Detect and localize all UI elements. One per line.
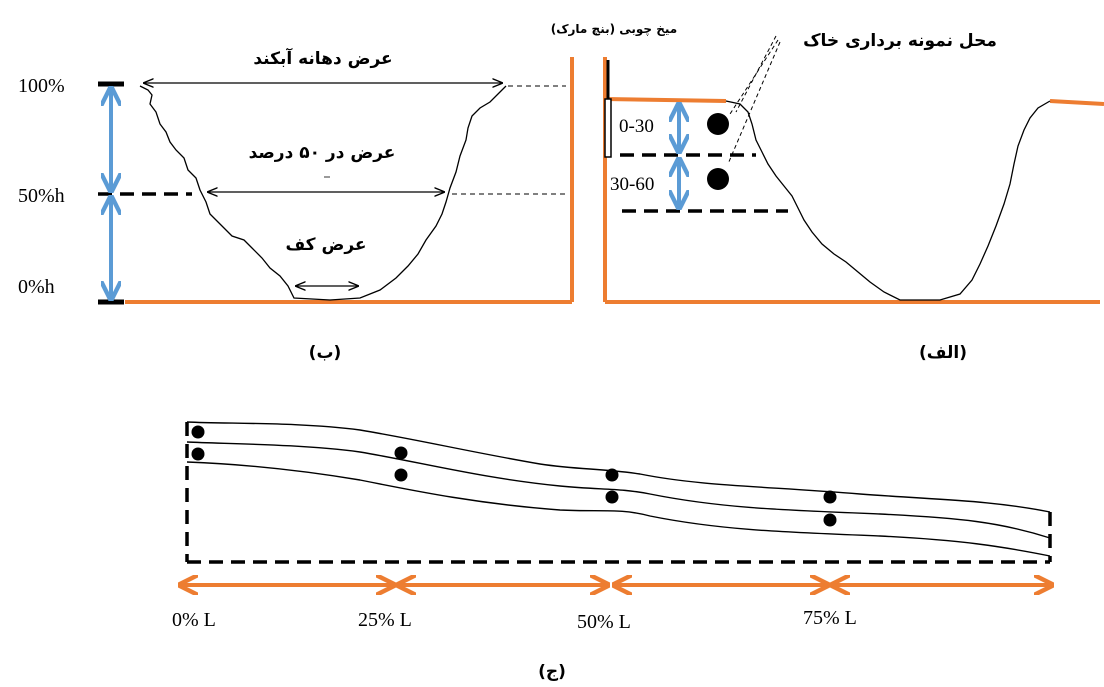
panel-alef-top-right-surface	[1049, 99, 1104, 106]
benchmark-label: میخ چوبی (بنچ مارک)	[551, 22, 677, 37]
level-label-50: 50%h	[18, 185, 65, 207]
panel-b: عرض دهانه آبکند عرض در ۵۰ درصد عرض کف 10…	[18, 47, 574, 363]
long-sample-25-b	[394, 468, 408, 482]
panel-b-gully-profile	[139, 85, 507, 301]
position-label-0: 0% L	[172, 609, 216, 631]
depth-label-30-60: 30-60	[610, 174, 654, 195]
panel-b-caption: (ب)	[309, 343, 342, 363]
panel-alef-top-left-surface	[604, 97, 727, 103]
depth-label-0-30: 0-30	[619, 116, 654, 137]
long-sample-0-a	[191, 425, 205, 439]
long-sample-75-a	[823, 490, 837, 504]
sample-point-upper	[707, 113, 729, 135]
panel-alef-gully-profile	[725, 100, 1051, 301]
leader-line-3	[735, 35, 777, 113]
panel-alef-caption: (الف)	[919, 343, 967, 363]
label-bottom-width: عرض کف	[285, 235, 366, 255]
position-label-25: 25% L	[358, 609, 412, 631]
benchmark-stake	[604, 98, 612, 158]
sample-point-lower	[707, 168, 729, 190]
level-label-0: 0%h	[18, 276, 55, 298]
panel-j: 0% L 25% L 50% L 75% L (ج)	[172, 421, 1051, 682]
leader-line-1	[729, 39, 779, 115]
profile-line-top	[186, 421, 1051, 513]
panel-alef: 0-30 30-60 میخ چوبی (بنچ مارک) محل نمونه…	[551, 22, 1104, 363]
long-sample-50-b	[605, 490, 619, 504]
long-sample-75-b	[823, 513, 837, 527]
profile-line-bottom	[186, 461, 1051, 557]
leader-line-2	[727, 41, 781, 165]
label-mid-width: عرض در ۵۰ درصد	[249, 143, 396, 163]
label-top-width: عرض دهانه آبکند	[253, 47, 392, 69]
long-sample-25-a	[394, 446, 408, 460]
panel-j-caption: (ج)	[538, 662, 566, 682]
long-sample-50-a	[605, 468, 619, 482]
position-label-75: 75% L	[803, 607, 857, 629]
profile-line-mid	[186, 441, 1051, 539]
position-label-50: 50% L	[577, 611, 631, 633]
long-sample-0-b	[191, 447, 205, 461]
level-label-100: 100%	[18, 75, 65, 97]
sample-location-label: محل نمونه برداری خاک	[803, 31, 997, 51]
